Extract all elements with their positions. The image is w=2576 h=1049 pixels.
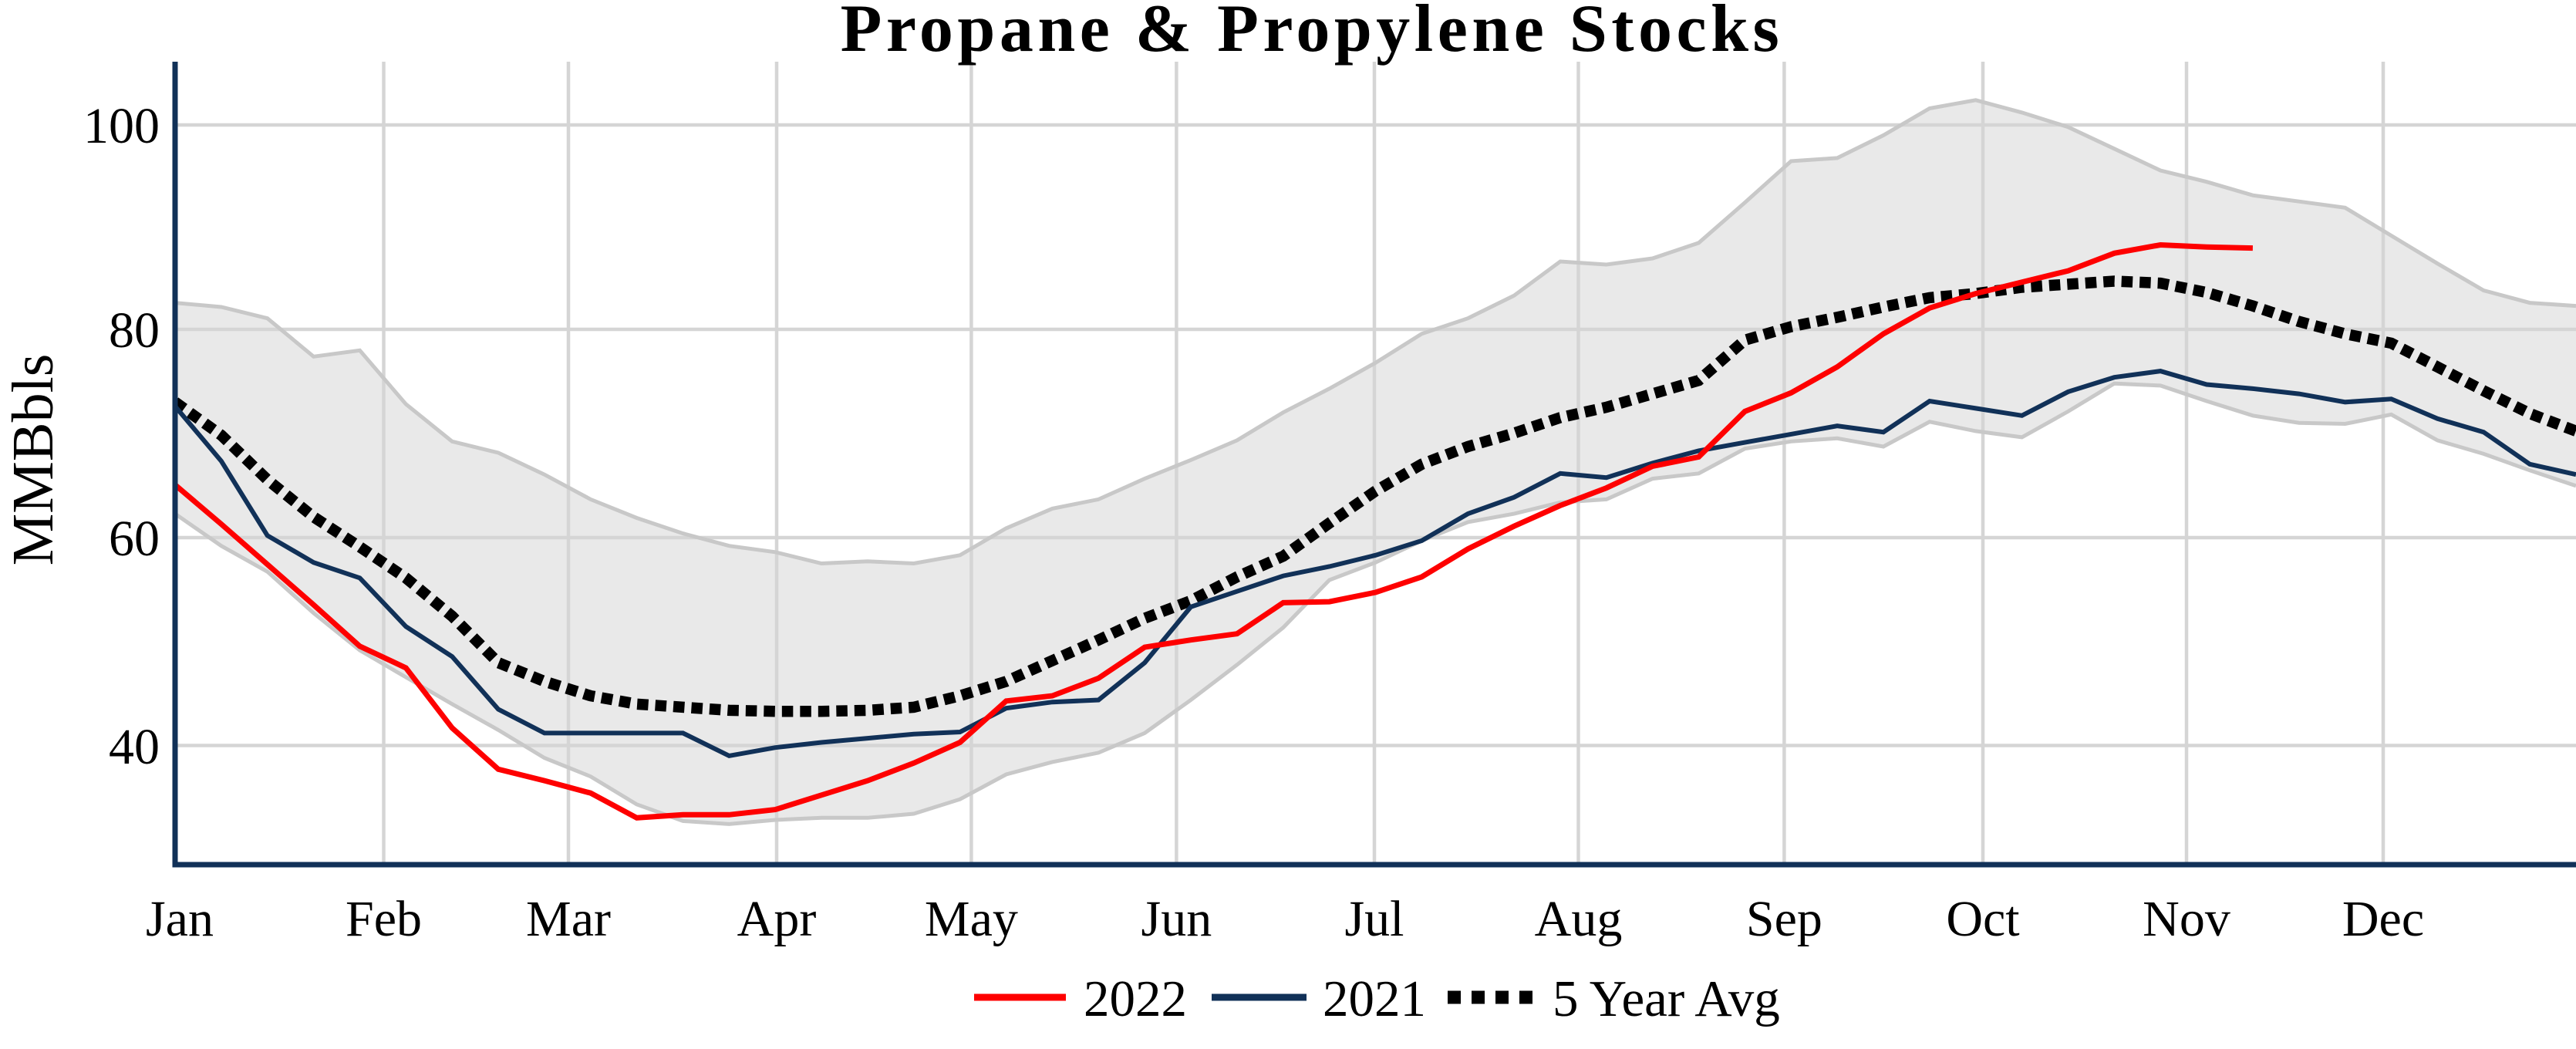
svg-text:Feb: Feb — [346, 891, 422, 947]
svg-text:80: 80 — [109, 302, 160, 359]
svg-text:Mar: Mar — [526, 891, 611, 947]
svg-text:Jun: Jun — [1141, 891, 1212, 947]
svg-text:Nov: Nov — [2143, 891, 2230, 947]
svg-text:Sep: Sep — [1746, 891, 1822, 947]
svg-text:60: 60 — [109, 511, 160, 567]
svg-text:5 Year Avg: 5 Year Avg — [1553, 970, 1780, 1027]
svg-text:Jan: Jan — [146, 891, 214, 947]
svg-text:Propane & Propylene Stocks: Propane & Propylene Stocks — [841, 0, 1784, 66]
svg-text:2021: 2021 — [1323, 970, 1426, 1027]
svg-text:2022: 2022 — [1084, 970, 1187, 1027]
svg-text:Oct: Oct — [1946, 891, 2019, 947]
svg-text:100: 100 — [83, 98, 160, 154]
svg-text:Apr: Apr — [737, 891, 817, 947]
svg-text:40: 40 — [109, 719, 160, 775]
svg-text:MMBbls: MMBbls — [1, 354, 66, 566]
svg-text:Aug: Aug — [1535, 891, 1623, 947]
svg-text:Jul: Jul — [1344, 891, 1404, 947]
svg-text:May: May — [925, 891, 1018, 947]
svg-text:Dec: Dec — [2342, 891, 2424, 947]
